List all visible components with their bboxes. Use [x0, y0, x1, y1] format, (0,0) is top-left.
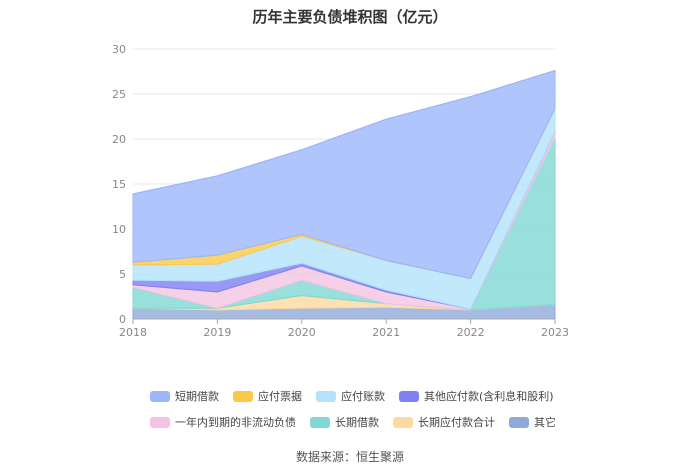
legend-item[interactable]: 应付票据: [233, 388, 302, 404]
data-source-note: 数据来源：恒生聚源: [295, 450, 404, 464]
stacked-area-chart: 0 5 10 15 20 25 30 2018 2019 2020 2021 2022 2023: [112, 43, 569, 339]
legend-swatch: [150, 416, 170, 428]
y-tick-label: 5: [119, 268, 126, 281]
legend-row-1: 短期借款 应付票据 应付账款 其他应付款(含利息和股利): [150, 388, 570, 404]
legend-label: 应付账款: [341, 390, 385, 403]
legend-item[interactable]: 其他应付款(含利息和股利): [399, 388, 554, 404]
legend-label: 应付票据: [258, 390, 302, 403]
legend: 短期借款 应付票据 应付账款 其他应付款(含利息和股利) 一年内到期的非流动负债 长期借…: [150, 388, 570, 440]
legend-swatch: [509, 416, 529, 428]
legend-swatch: [316, 390, 336, 402]
legend-label: 长期借款: [335, 416, 379, 429]
y-tick-label: 15: [112, 178, 126, 191]
x-tick-label: 2022: [457, 326, 485, 339]
legend-item[interactable]: 短期借款: [150, 388, 219, 404]
legend-swatch: [233, 390, 253, 402]
legend-label: 一年内到期的非流动负债: [175, 416, 296, 429]
legend-label: 长期应付款合计: [418, 416, 495, 429]
legend-item[interactable]: 应付账款: [316, 388, 385, 404]
legend-item[interactable]: 其它: [509, 414, 556, 430]
legend-row-2: 一年内到期的非流动负债 长期借款 长期应付款合计 其它: [150, 414, 570, 430]
y-tick-label: 10: [112, 223, 126, 236]
x-tick-label: 2021: [372, 326, 400, 339]
x-tick-label: 2019: [203, 326, 231, 339]
x-tick-label: 2018: [119, 326, 147, 339]
legend-label: 其它: [534, 416, 556, 429]
x-tick-label: 2023: [541, 326, 569, 339]
legend-label: 其他应付款(含利息和股利): [424, 390, 554, 403]
y-tick-label: 20: [112, 133, 126, 146]
legend-swatch: [399, 390, 419, 402]
legend-swatch: [310, 416, 330, 428]
legend-swatch: [150, 390, 170, 402]
y-tick-label: 0: [119, 313, 126, 326]
legend-item[interactable]: 长期应付款合计: [393, 414, 495, 430]
legend-label: 短期借款: [175, 390, 219, 403]
y-tick-label: 30: [112, 43, 126, 56]
area-edge-短期借款: [132, 70, 556, 195]
chart-title: 历年主要负债堆积图（亿元）: [252, 8, 448, 26]
area-series: [132, 69, 556, 320]
y-tick-label: 25: [112, 88, 126, 101]
legend-item[interactable]: 长期借款: [310, 414, 379, 430]
legend-item[interactable]: 一年内到期的非流动负债: [150, 414, 296, 430]
x-tick-label: 2020: [288, 326, 316, 339]
axes: 0 5 10 15 20 25 30 2018 2019 2020 2021 2022 2023: [112, 43, 569, 339]
legend-swatch: [393, 416, 413, 428]
